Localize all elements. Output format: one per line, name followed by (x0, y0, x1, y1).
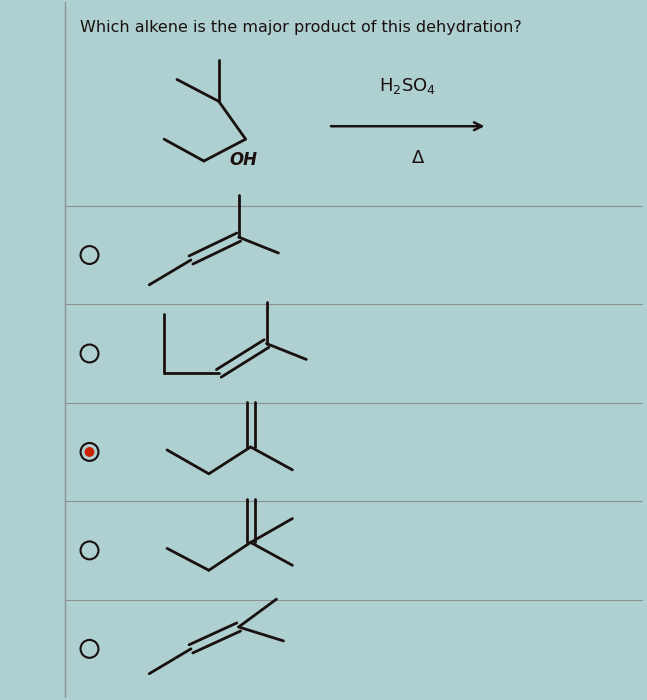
Text: Which alkene is the major product of this dehydration?: Which alkene is the major product of thi… (80, 20, 521, 35)
Circle shape (85, 447, 94, 457)
Text: $\Delta$: $\Delta$ (411, 149, 425, 167)
Text: OH: OH (230, 151, 258, 169)
Text: $\mathregular{H_2SO_4}$: $\mathregular{H_2SO_4}$ (379, 76, 436, 97)
